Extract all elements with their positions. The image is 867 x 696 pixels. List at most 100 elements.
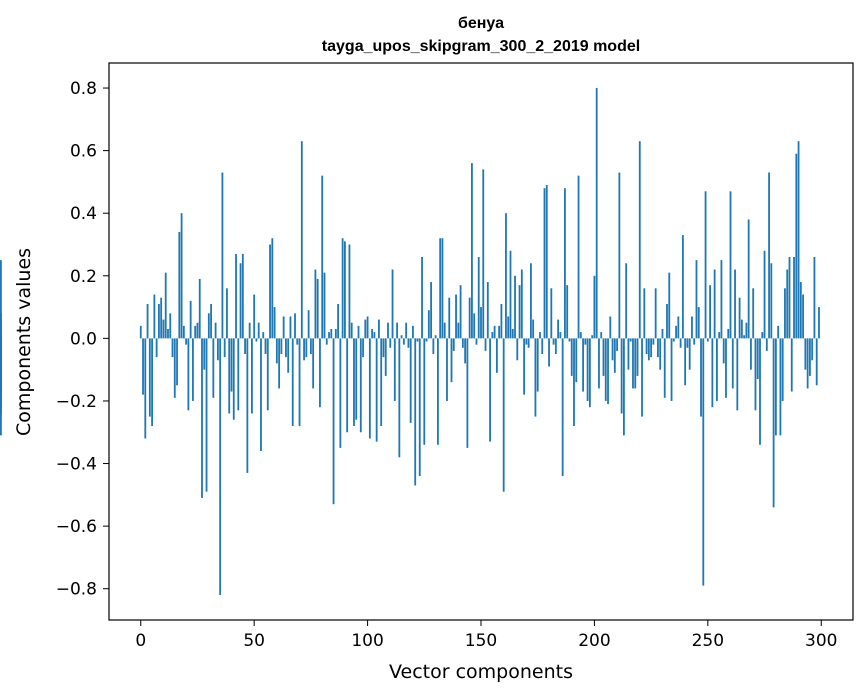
bar xyxy=(523,338,525,395)
bar xyxy=(520,269,523,339)
bar xyxy=(604,338,607,401)
bar xyxy=(661,328,664,339)
bar xyxy=(393,338,396,401)
bar xyxy=(598,338,600,389)
bar xyxy=(530,263,532,339)
y-tick-label: 0.6 xyxy=(70,142,97,162)
bar xyxy=(679,338,682,348)
bar xyxy=(743,335,746,339)
bar xyxy=(402,338,405,345)
bar xyxy=(774,338,777,436)
bar xyxy=(348,244,351,339)
bar xyxy=(201,338,203,498)
bar xyxy=(400,335,403,339)
bar xyxy=(221,172,224,339)
bar xyxy=(790,338,793,392)
bar xyxy=(350,322,353,339)
bar xyxy=(695,260,698,339)
bar xyxy=(328,332,330,339)
bar xyxy=(541,338,544,355)
bar xyxy=(711,338,714,408)
bar xyxy=(652,338,655,345)
bar xyxy=(684,338,687,386)
bar xyxy=(316,278,319,339)
bar xyxy=(285,338,287,358)
bar xyxy=(602,338,605,376)
bar xyxy=(169,313,172,339)
bar xyxy=(341,238,344,339)
bar xyxy=(575,338,578,383)
bar xyxy=(289,316,292,339)
bar xyxy=(305,338,308,358)
bar xyxy=(561,338,564,477)
bar xyxy=(616,338,618,351)
bar xyxy=(618,172,621,339)
bar xyxy=(727,328,730,339)
bar xyxy=(654,288,657,339)
y-axis-ticks: −0.8 −0.6 −0.4 −0.2 0.0 0.2 0.4 0.6 0.8 xyxy=(56,79,109,600)
bar xyxy=(241,253,244,339)
bar xyxy=(781,338,784,401)
bar xyxy=(491,332,494,339)
bar xyxy=(355,338,358,420)
bar xyxy=(573,338,575,426)
bar xyxy=(505,213,507,339)
bar xyxy=(663,338,666,398)
bar xyxy=(568,338,571,342)
bar xyxy=(0,338,2,392)
bar xyxy=(759,338,761,445)
bar xyxy=(405,322,408,339)
bar xyxy=(371,328,374,339)
bar xyxy=(688,338,691,370)
bar xyxy=(300,141,303,339)
bar xyxy=(645,338,648,355)
bar xyxy=(353,338,355,426)
bar xyxy=(439,238,442,339)
bar xyxy=(550,288,553,339)
bar xyxy=(607,338,609,405)
bar xyxy=(536,338,539,392)
bar xyxy=(189,300,192,339)
bar xyxy=(797,141,800,339)
bar xyxy=(480,307,482,339)
bar xyxy=(448,297,451,339)
bar xyxy=(446,338,448,401)
bar xyxy=(144,338,147,439)
bar xyxy=(414,338,417,486)
bar xyxy=(321,175,324,339)
bar xyxy=(697,307,700,339)
bar xyxy=(756,338,759,380)
x-tick-label: 100 xyxy=(351,631,383,651)
bar xyxy=(525,338,528,345)
bar xyxy=(280,338,283,355)
bar xyxy=(582,338,584,392)
bar xyxy=(146,303,149,339)
bar xyxy=(244,338,246,355)
bar xyxy=(693,338,696,345)
bar xyxy=(516,338,519,361)
bar xyxy=(609,316,612,339)
x-axis-ticks: 0 50 100 150 200 250 300 xyxy=(135,620,837,651)
bar xyxy=(815,338,818,386)
bar xyxy=(164,272,167,339)
bar xyxy=(178,231,181,339)
bar xyxy=(248,322,251,339)
bar xyxy=(382,338,385,358)
bar xyxy=(171,338,174,358)
bar xyxy=(384,338,387,376)
bar xyxy=(677,316,680,339)
bar xyxy=(641,338,643,417)
bar xyxy=(813,257,816,339)
bar xyxy=(588,338,591,408)
bar xyxy=(389,338,392,348)
bar xyxy=(278,338,281,389)
bar xyxy=(151,338,153,426)
bar xyxy=(357,325,360,339)
bar xyxy=(768,172,770,339)
bar xyxy=(763,250,766,339)
bar xyxy=(761,332,764,339)
bar xyxy=(407,338,410,348)
bar xyxy=(282,316,285,339)
bar xyxy=(809,338,811,376)
bar xyxy=(441,238,444,339)
